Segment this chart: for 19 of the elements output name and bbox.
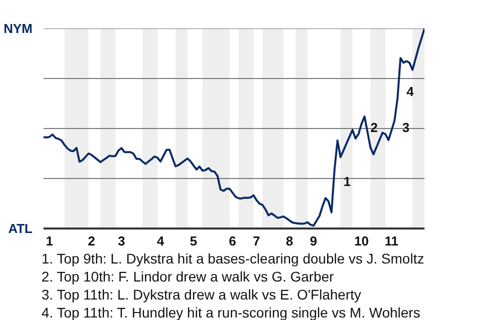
x-tick-label: 11 bbox=[384, 234, 398, 248]
x-tick-label: 7 bbox=[252, 234, 260, 248]
x-tick-label: 5 bbox=[190, 234, 198, 248]
annotation: 4 bbox=[406, 84, 414, 99]
x-tick-label: 4 bbox=[156, 234, 165, 248]
text: NYM bbox=[4, 21, 32, 36]
annotation: 2 bbox=[370, 120, 378, 135]
x-tick-label: 8 bbox=[286, 234, 294, 248]
text: 1. Top 9th: L. Dykstra hit a bases-clearing double vs J. Smoltz bbox=[42, 250, 424, 266]
x-tick-label: 1 bbox=[46, 234, 54, 248]
annotation: 1 bbox=[344, 174, 351, 189]
text: 2. Top 10th: F. Lindor drew a walk vs G. Garber bbox=[42, 268, 334, 284]
x-tick-label: 10 bbox=[354, 234, 369, 248]
x-tick-label: 6 bbox=[228, 234, 236, 248]
text: 3. Top 11th: L. Dykstra drew a walk vs E. O'Flaherty bbox=[42, 286, 362, 302]
x-tick-label: 9 bbox=[310, 234, 318, 248]
x-tick-label: 2 bbox=[88, 234, 96, 248]
text: ATL bbox=[8, 221, 33, 236]
x-tick-label: 3 bbox=[118, 234, 126, 248]
